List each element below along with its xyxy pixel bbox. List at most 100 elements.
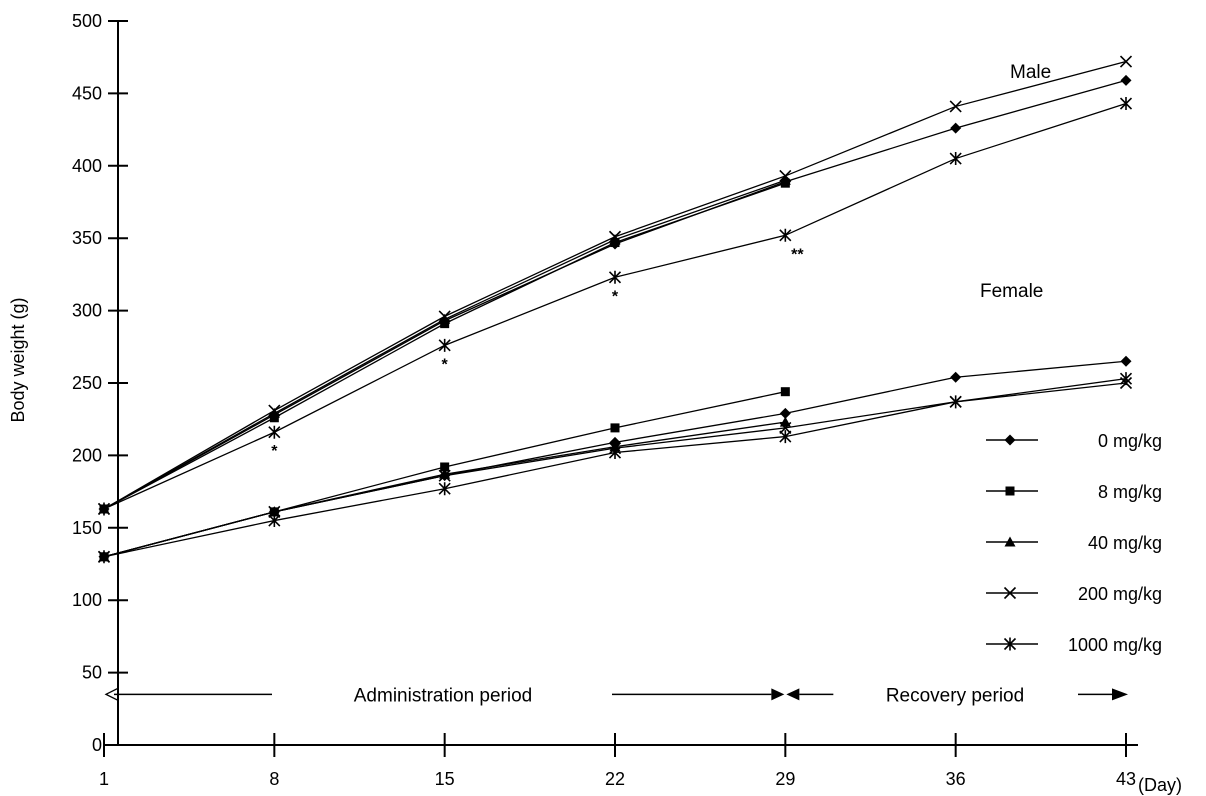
data-point-male-0-mg-kg (1120, 74, 1132, 86)
y-ticks: 0 50 100 150 200 250 300 350 400 450 500 (72, 11, 128, 755)
diamond-marker-shape (1004, 434, 1016, 446)
asterisk-marker-shape (779, 228, 792, 242)
y-tick-label: 200 (72, 445, 102, 465)
significance-mark: * (612, 288, 619, 305)
asterisk-marker-shape (608, 270, 622, 284)
legend-marker-1000-mg-kg (1003, 637, 1017, 651)
x-marker-shape (438, 469, 451, 482)
data-point-female-200-mg-kg (268, 505, 281, 518)
data-point-male-200-mg-kg (608, 230, 622, 243)
square-marker-shape (1005, 486, 1015, 496)
data-point-female-1000-mg-kg (1119, 372, 1133, 386)
x-ticks: 1 8 15 22 29 36 43 (99, 733, 1136, 789)
x-tick-label: 43 (1116, 769, 1136, 789)
asterisk-marker-shape (1119, 372, 1133, 386)
axes (104, 21, 1138, 746)
data-point-male-1000-mg-kg (1119, 97, 1133, 111)
legend: 0 mg/kg 8 mg/kg 40 mg/kg 200 mg/kg 1000 mg/k… (986, 431, 1162, 655)
data-point-female-0-mg-kg (779, 407, 791, 419)
legend-item-0-mg-kg: 0 mg/kg (986, 431, 1162, 451)
square-marker-shape (610, 423, 620, 433)
series-line-female-200-mg-kg (103, 382, 1127, 558)
square-marker-shape (780, 387, 790, 397)
asterisk-marker-shape (1119, 97, 1133, 111)
data-point-male-40-mg-kg (268, 407, 280, 418)
data-point-female-8-mg-kg (780, 387, 790, 397)
recovery-arrow-right-head (1112, 688, 1128, 701)
legend-item-40-mg-kg: 40 mg/kg (986, 533, 1162, 553)
data-point-female-1000-mg-kg (608, 446, 622, 460)
asterisk-marker-shape (438, 482, 451, 496)
x-tick-label: 22 (605, 769, 625, 789)
legend-item-1000-mg-kg: 1000 mg/kg (986, 635, 1162, 655)
data-point-female-1000-mg-kg (268, 514, 281, 528)
data-point-female-1000-mg-kg (97, 550, 111, 564)
group-label-female: Female (980, 281, 1043, 302)
data-point-male-1000-mg-kg (779, 228, 792, 242)
period-label-administration: Administration period (354, 685, 532, 706)
y-tick-label: 450 (72, 83, 102, 103)
data-point-male-1000-mg-kg (438, 338, 451, 352)
triangle-marker-shape (439, 313, 451, 324)
x-marker-shape (608, 230, 622, 243)
y-tick-label: 0 (92, 735, 102, 755)
y-tick-label: 100 (72, 590, 102, 610)
data-point-female-1000-mg-kg (779, 430, 792, 444)
x-marker-shape (268, 404, 281, 417)
asterisk-marker-shape (949, 395, 962, 409)
legend-marker-200-mg-kg (1003, 586, 1017, 600)
legend-label: 200 mg/kg (1078, 584, 1162, 604)
x-tick-label: 15 (435, 769, 455, 789)
asterisk-marker-shape (268, 514, 281, 528)
data-point-male-200-mg-kg (949, 100, 962, 113)
data-point-male-40-mg-kg (779, 174, 791, 185)
legend-item-8-mg-kg: 8 mg/kg (986, 482, 1162, 502)
asterisk-marker-shape (949, 152, 962, 166)
y-tick-label: 400 (72, 156, 102, 176)
y-axis-title: Body weight (g) (8, 297, 28, 422)
data-point-male-200-mg-kg (268, 404, 281, 417)
legend-label: 8 mg/kg (1098, 482, 1162, 502)
data-point-male-1000-mg-kg (268, 425, 281, 439)
legend-item-200-mg-kg: 200 mg/kg (986, 584, 1162, 604)
legend-label: 0 mg/kg (1098, 431, 1162, 451)
legend-label: 1000 mg/kg (1068, 635, 1162, 655)
x-tick-label: 8 (269, 769, 279, 789)
data-point-male-200-mg-kg (1119, 55, 1133, 68)
significance-marks: ***** (271, 246, 804, 460)
data-point-female-0-mg-kg (950, 371, 962, 383)
period-arrows: Administration period Recovery period (104, 685, 1128, 706)
data-point-male-1000-mg-kg (949, 152, 962, 166)
x-tick-label: 1 (99, 769, 109, 789)
group-label-male: Male (1010, 62, 1051, 83)
legend-marker-40-mg-kg (1004, 536, 1016, 547)
data-point-female-0-mg-kg (1120, 355, 1132, 367)
series-line-female-1000-mg-kg (103, 378, 1127, 558)
x-marker-shape (779, 169, 792, 183)
x-marker-shape (268, 505, 281, 518)
asterisk-marker-shape (97, 502, 111, 516)
triangle-marker-shape (1004, 536, 1016, 547)
admin-arrow-left-head (104, 687, 119, 702)
data-point-female-8-mg-kg (440, 462, 450, 472)
x-tick-label: 29 (775, 769, 795, 789)
asterisk-marker-shape (97, 550, 111, 564)
x-marker-shape (1119, 55, 1133, 68)
y-tick-label: 300 (72, 301, 102, 321)
admin-arrow-right-head (771, 688, 785, 701)
y-tick-label: 250 (72, 373, 102, 393)
data-point-female-200-mg-kg (438, 469, 451, 482)
x-axis-unit: (Day) (1138, 775, 1182, 795)
diamond-marker-shape (950, 371, 962, 383)
data-point-male-40-mg-kg (439, 313, 451, 324)
diamond-marker-shape (1120, 74, 1132, 86)
x-tick-label: 36 (946, 769, 966, 789)
triangle-marker-shape (779, 174, 791, 185)
data-point-male-200-mg-kg (438, 310, 451, 323)
significance-mark: * (442, 356, 449, 373)
data-point-male-1000-mg-kg (608, 270, 622, 284)
series-layer (97, 55, 1133, 564)
data-point-male-200-mg-kg (779, 169, 792, 183)
diamond-marker-shape (950, 122, 962, 134)
